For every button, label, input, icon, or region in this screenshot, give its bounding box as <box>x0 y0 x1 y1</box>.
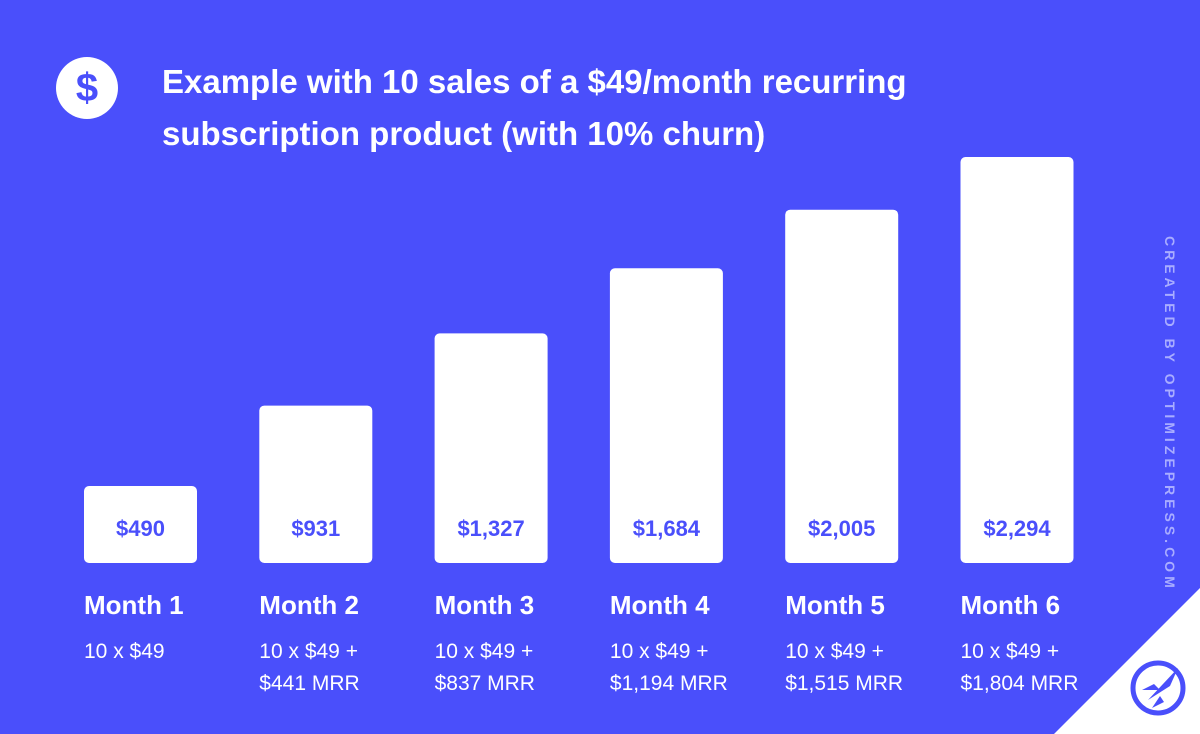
formula-line-1: 10 x $49 + <box>259 640 358 663</box>
revenue-formula: 10 x $49 + $1,194 MRR <box>610 636 728 700</box>
category-4: Month 4 10 x $49 + $1,194 MRR <box>610 590 728 700</box>
bar-value-label-5: $2,005 <box>808 516 875 541</box>
formula-line-1: 10 x $49 + <box>960 640 1060 663</box>
formula-line-2: $1,515 MRR <box>785 672 904 695</box>
dollar-symbol: $ <box>75 66 99 110</box>
revenue-formula: 10 x $49 + $1,515 MRR <box>785 636 903 700</box>
bar-value-label-4: $1,684 <box>633 516 701 541</box>
revenue-formula: 10 x $49 + $441 MRR <box>259 636 359 700</box>
month-label: Month 4 <box>609 590 710 620</box>
bar-4 <box>609 268 723 563</box>
bar-2 <box>259 405 373 563</box>
revenue-formula: 10 x $49 + $837 MRR <box>435 636 535 700</box>
month-label: Month 5 <box>785 590 885 620</box>
bar-5 <box>785 209 899 563</box>
month-label: Month 2 <box>259 590 359 620</box>
formula-line-1: 10 x $49 + <box>434 640 534 663</box>
bar-3 <box>434 333 548 563</box>
title-line-1: Example with 10 sales of a $49/month rec… <box>162 63 907 100</box>
category-2: Month 2 10 x $49 + $441 MRR <box>259 590 359 700</box>
bar-1 <box>84 486 197 563</box>
title-line-2: subscription product (with 10% churn) <box>162 115 766 152</box>
rocket-logo-icon <box>1130 660 1186 716</box>
revenue-formula: 10 x $49 <box>84 636 184 668</box>
bar-value-label-6: $2,294 <box>983 516 1051 541</box>
category-1: Month 1 10 x $49 <box>84 590 184 668</box>
formula-line-2: $837 MRR <box>434 672 535 695</box>
formula-line-2: $1,194 MRR <box>609 672 728 695</box>
month-label: Month 1 <box>84 590 184 620</box>
formula-line-2: $441 MRR <box>259 672 360 695</box>
formula-line-1: 10 x $49 <box>84 640 165 663</box>
category-6: Month 6 10 x $49 + $1,804 MRR <box>961 590 1079 700</box>
chart-title: Example with 10 sales of a $49/month rec… <box>162 56 1042 160</box>
formula-line-2: $1,804 MRR <box>960 672 1079 695</box>
bar-value-label-2: $931 <box>291 516 340 541</box>
formula-line-1: 10 x $49 + <box>785 640 884 663</box>
formula-line-1: 10 x $49 + <box>609 640 709 663</box>
bar-6 <box>960 157 1074 563</box>
month-label: Month 3 <box>434 590 535 620</box>
dollar-icon: $ <box>56 57 118 119</box>
category-3: Month 3 10 x $49 + $837 MRR <box>435 590 535 700</box>
bar-value-label-3: $1,327 <box>457 516 524 541</box>
credit-text: CREATED BY OPTIMIZEPRESS.COM <box>1162 236 1178 592</box>
month-label: Month 6 <box>960 590 1061 620</box>
category-5: Month 5 10 x $49 + $1,515 MRR <box>785 590 903 700</box>
bar-value-label-1: $490 <box>116 516 165 541</box>
revenue-formula: 10 x $49 + $1,804 MRR <box>961 636 1079 700</box>
corner-triangle <box>1054 588 1200 734</box>
